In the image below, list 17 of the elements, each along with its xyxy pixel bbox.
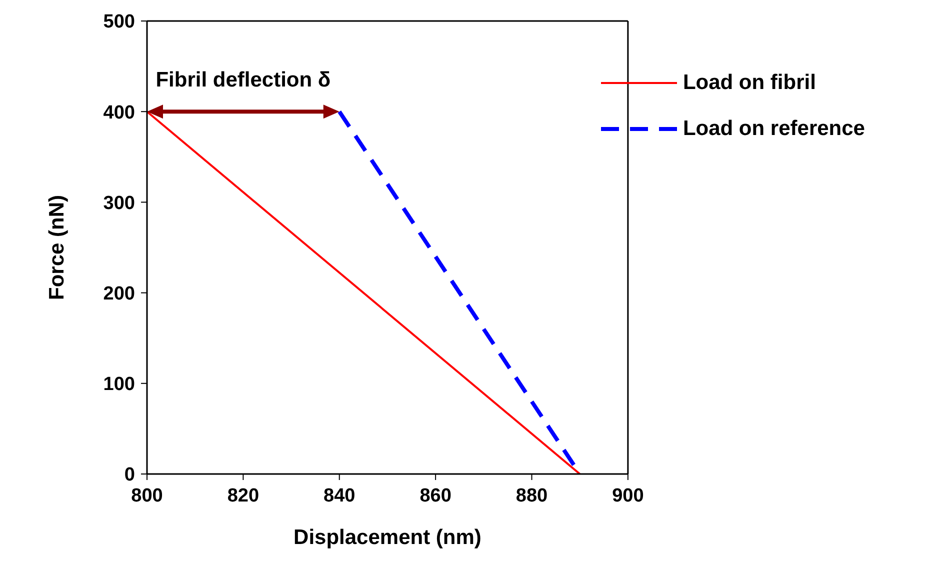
legend-label: Load on fibril [682,71,816,95]
x-tick-label: 860 [420,485,452,506]
x-tick-label: 820 [227,485,260,506]
legend-label: Load on reference [682,117,865,141]
y-tick-label: 300 [103,192,135,214]
y-tick-label: 500 [103,12,135,33]
y-tick-label: 400 [103,102,135,124]
x-axis-title: Displacement (nm) [294,526,482,549]
y-tick-label: 100 [103,374,135,396]
y-tick-label: 0 [124,464,135,486]
x-tick-label: 800 [131,485,163,506]
x-tick-label: 880 [516,485,548,506]
annotation: Fibril deflection δ [156,68,331,92]
y-tick-label: 200 [103,284,135,305]
x-tick-label: 840 [324,485,356,506]
x-tick-label: 900 [612,485,644,506]
y-axis-title: Force (nN) [45,195,68,300]
